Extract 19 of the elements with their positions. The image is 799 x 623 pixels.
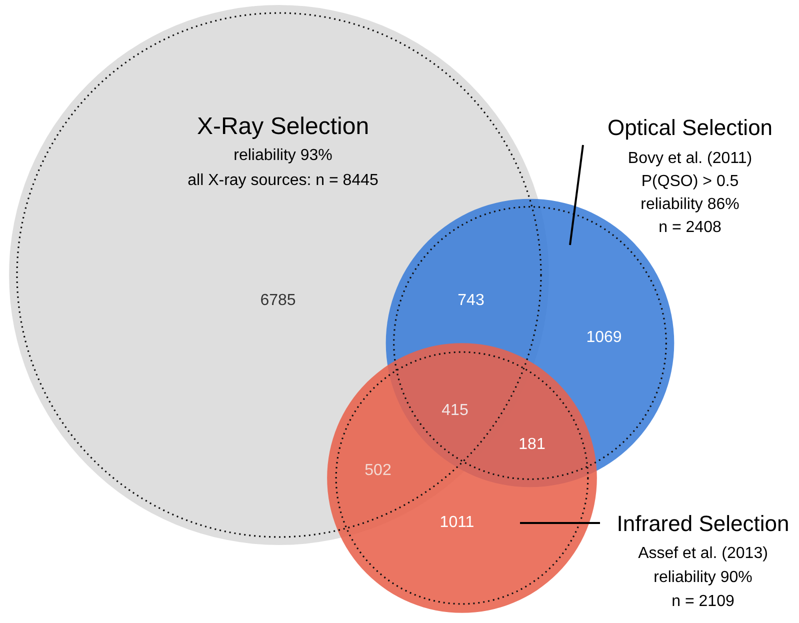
text: Assef et al. (2013) bbox=[638, 545, 768, 562]
text: 1069 bbox=[586, 329, 622, 346]
text: 1011 bbox=[440, 514, 474, 531]
text: 743 bbox=[458, 292, 484, 309]
category-label: X-Ray Selection bbox=[196, 113, 370, 140]
text: 502 bbox=[364, 462, 392, 479]
category-label: Optical Selection bbox=[607, 115, 773, 140]
text: reliability 86% bbox=[640, 196, 740, 213]
text: reliability 93% bbox=[234, 147, 332, 164]
text: Bovy et al. (2011) bbox=[628, 150, 752, 167]
text: 415 bbox=[442, 402, 468, 419]
text: P(QSO) > 0.5 bbox=[641, 173, 739, 190]
data-label: n = 2408 bbox=[658, 219, 722, 236]
text: 6785 bbox=[260, 292, 296, 309]
text: reliability 90% bbox=[654, 569, 752, 586]
data-label: all X-ray sources: n = 8445 bbox=[188, 172, 378, 189]
text: 181 bbox=[518, 436, 546, 453]
data-label: n = 2109 bbox=[672, 593, 734, 610]
category-label: Infrared Selection bbox=[616, 511, 790, 536]
